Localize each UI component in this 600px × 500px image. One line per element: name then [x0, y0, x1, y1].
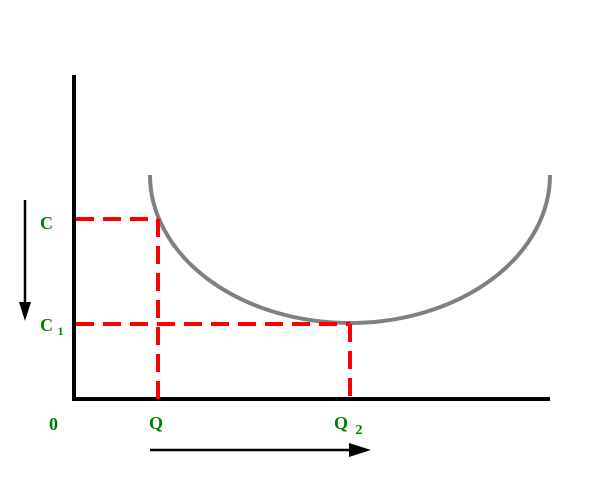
- axes: [72, 75, 550, 401]
- arrow-down-icon: [19, 200, 31, 321]
- c-label: C: [40, 213, 53, 233]
- axis-labels: 0 C C 1 Q Q 2: [40, 213, 363, 438]
- u-shaped-cost-curve: [148, 174, 552, 325]
- arrow-right-icon: [150, 443, 371, 457]
- q2-label: Q 2: [334, 413, 363, 438]
- c1-label-subscript: 1: [58, 324, 64, 338]
- c1-label-main: C: [40, 315, 53, 335]
- q-label: Q: [149, 413, 163, 433]
- q2-label-main: Q: [334, 413, 348, 433]
- origin-label: 0: [49, 414, 58, 434]
- q2-label-subscript: 2: [356, 423, 363, 438]
- c1-label: C 1: [40, 315, 64, 338]
- guide-lines: [76, 217, 352, 399]
